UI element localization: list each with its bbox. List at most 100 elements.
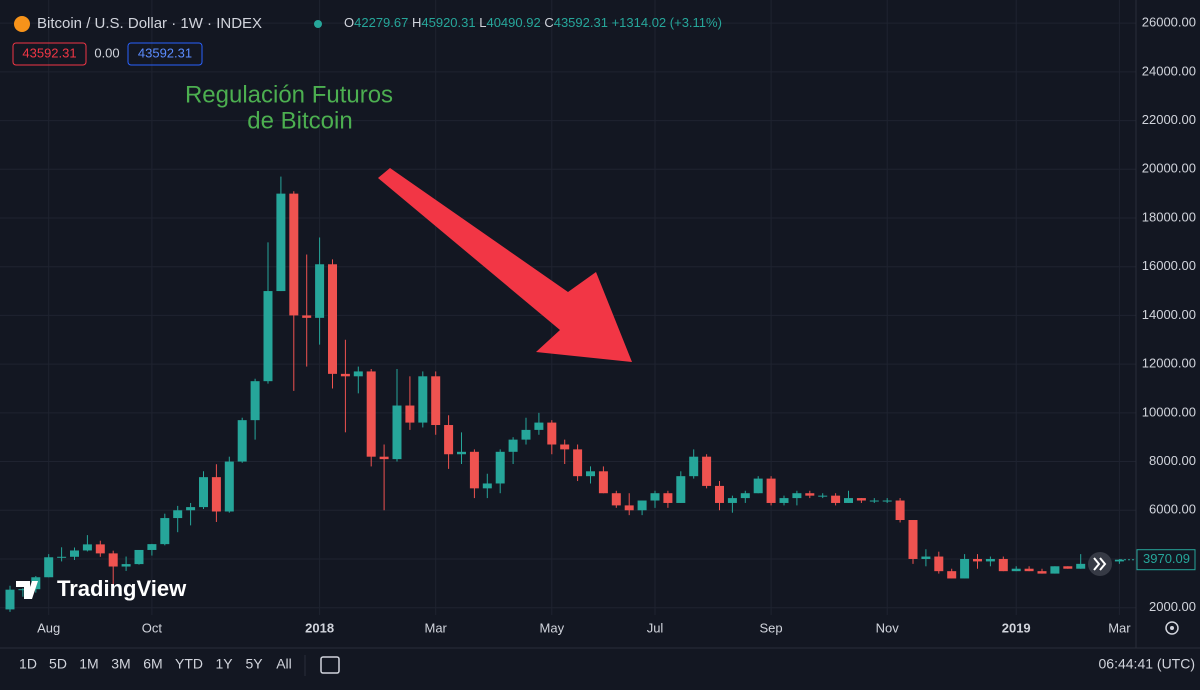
x-tick-label: Mar [1108,620,1131,635]
candle-body [57,556,67,558]
candle-body [908,520,918,559]
calendar-icon[interactable] [320,656,340,674]
ohlc: O42279.67 H45920.31 L40490.92 C43592.31 … [344,15,722,30]
logo [16,581,38,599]
range-button[interactable]: 1D [19,656,37,672]
range-button[interactable]: YTD [175,656,203,672]
candle-body [353,371,363,377]
candle-body [186,507,196,511]
candle-body [960,558,970,579]
candle-body [431,376,441,426]
x-tick-label: Mar [425,620,448,635]
range-button[interactable]: 6M [143,656,162,672]
settings-icon-dot[interactable] [1170,626,1174,630]
candle-body [586,471,595,477]
watermark: TradingView [57,576,187,601]
candle-body [985,558,995,562]
ohlc-value: 45920.31 [421,15,475,30]
candle-body [315,264,325,318]
candle-body [44,557,54,578]
y-tick-label: 10000.00 [1142,404,1196,419]
annotation: de Bitcoin [247,107,352,134]
candle-body [818,495,828,497]
candle-body [18,589,28,591]
candle-body [934,556,944,572]
candle-body [237,420,247,462]
y-tick-label: 6000.00 [1149,502,1196,517]
range-button[interactable]: 5Y [245,656,263,672]
settings-icon[interactable] [1165,621,1179,635]
candle-body [199,477,208,508]
candle-body [534,422,544,430]
candle-body [340,373,350,377]
y-tick-label: 16000.00 [1142,258,1196,273]
candle-body [521,429,531,440]
x-tick-label: 2018 [305,620,334,635]
range-button[interactable]: 5D [49,656,67,672]
chart-title: Bitcoin / U.S. Dollar · 1W · INDEX [37,15,262,32]
candle-body [289,193,299,316]
candle-body [469,451,479,489]
x-tick-label: May [540,620,565,635]
sell-price[interactable]: 43592.31 [22,45,76,60]
candle-body [70,550,79,557]
candle-body [1050,566,1060,574]
ohlc-label: C [544,15,553,30]
candle-body [702,456,712,486]
candle-body [560,444,570,450]
candle-body [121,564,131,567]
candle-body [82,544,92,551]
range-buttons: 1D 5D 1M 3M 6M YTD 1Y 5Y All [19,656,292,672]
scroll-icon[interactable] [1093,557,1107,571]
candle-body [250,381,260,421]
candle-body [495,451,505,484]
candle-body [392,405,402,460]
candle-body [108,553,118,567]
candle-body [95,544,105,554]
candle-body [547,422,557,445]
x-tick-label: Oct [142,620,163,635]
y-tick-label: 24000.00 [1142,63,1196,78]
range-button[interactable]: 1Y [215,656,233,672]
clock: 06:44:41 (UTC) [1099,656,1195,672]
candle-body [1063,566,1073,569]
candle-body [882,500,892,502]
buy-box[interactable] [127,42,203,66]
y-tick-label: 18000.00 [1142,209,1196,224]
sell-box[interactable] [12,42,87,66]
annotation: Regulación Futuros [185,81,393,108]
candle-body [1114,559,1124,562]
candle-body [366,371,376,457]
candle-body [921,556,931,559]
candle-body [856,498,866,501]
candle-body [598,471,608,494]
candle-body [947,571,957,579]
y-tick-label: 22000.00 [1142,112,1196,127]
ohlc-label: H [412,15,421,30]
candle-body [727,498,737,503]
range-button[interactable]: 1M [79,656,98,672]
range-button[interactable]: All [276,656,292,672]
candle-body [792,493,802,499]
y-tick-label: 14000.00 [1142,307,1196,322]
x-tick-label: Aug [37,620,60,635]
range-button[interactable]: 3M [111,656,130,672]
candle-body [444,425,454,455]
buy-price[interactable]: 43592.31 [138,45,192,60]
candle-body [650,493,660,501]
candle-body [134,549,144,565]
candle-body [998,558,1008,572]
ohlc-value: 42279.67 [354,15,408,30]
candle-body [663,493,673,503]
candle-body [676,476,686,503]
candle-body [689,456,699,477]
candle-body [844,498,853,503]
candle-body [328,264,337,374]
arrow [378,168,632,362]
x-tick-label: 2019 [1002,620,1031,635]
ohlc-change: +1314.02 (+3.11%) [612,15,722,30]
candle-body [276,193,286,292]
candle-body [766,478,776,503]
candle-body [482,483,492,489]
